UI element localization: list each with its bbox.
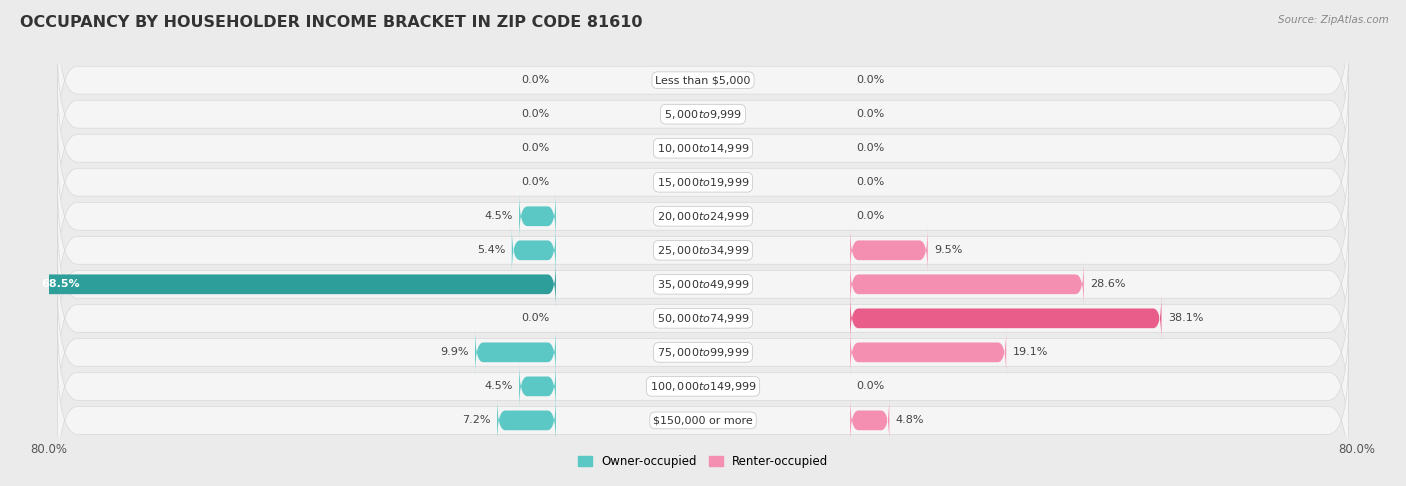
FancyBboxPatch shape bbox=[519, 192, 555, 241]
Text: 7.2%: 7.2% bbox=[463, 416, 491, 425]
FancyBboxPatch shape bbox=[58, 43, 1348, 185]
Text: Source: ZipAtlas.com: Source: ZipAtlas.com bbox=[1278, 15, 1389, 25]
Text: $15,000 to $19,999: $15,000 to $19,999 bbox=[657, 176, 749, 189]
Text: 4.5%: 4.5% bbox=[484, 211, 513, 221]
Text: $75,000 to $99,999: $75,000 to $99,999 bbox=[657, 346, 749, 359]
Text: 0.0%: 0.0% bbox=[856, 143, 884, 153]
Text: 0.0%: 0.0% bbox=[856, 109, 884, 119]
Text: 0.0%: 0.0% bbox=[856, 75, 884, 85]
FancyBboxPatch shape bbox=[851, 226, 928, 275]
Text: 38.1%: 38.1% bbox=[1168, 313, 1204, 323]
Text: 28.6%: 28.6% bbox=[1091, 279, 1126, 289]
FancyBboxPatch shape bbox=[851, 294, 1161, 343]
FancyBboxPatch shape bbox=[519, 362, 555, 411]
FancyBboxPatch shape bbox=[58, 213, 1348, 355]
Text: $25,000 to $34,999: $25,000 to $34,999 bbox=[657, 244, 749, 257]
Text: 0.0%: 0.0% bbox=[522, 177, 550, 187]
FancyBboxPatch shape bbox=[0, 260, 555, 309]
Text: 0.0%: 0.0% bbox=[856, 211, 884, 221]
Text: 19.1%: 19.1% bbox=[1012, 347, 1047, 357]
FancyBboxPatch shape bbox=[58, 179, 1348, 321]
Text: $5,000 to $9,999: $5,000 to $9,999 bbox=[664, 108, 742, 121]
Text: $35,000 to $49,999: $35,000 to $49,999 bbox=[657, 278, 749, 291]
Text: $20,000 to $24,999: $20,000 to $24,999 bbox=[657, 210, 749, 223]
Text: 0.0%: 0.0% bbox=[522, 75, 550, 85]
Text: 0.0%: 0.0% bbox=[522, 109, 550, 119]
Text: 0.0%: 0.0% bbox=[856, 177, 884, 187]
Legend: Owner-occupied, Renter-occupied: Owner-occupied, Renter-occupied bbox=[572, 450, 834, 473]
FancyBboxPatch shape bbox=[58, 145, 1348, 287]
Text: OCCUPANCY BY HOUSEHOLDER INCOME BRACKET IN ZIP CODE 81610: OCCUPANCY BY HOUSEHOLDER INCOME BRACKET … bbox=[20, 15, 643, 30]
FancyBboxPatch shape bbox=[851, 328, 1007, 377]
FancyBboxPatch shape bbox=[58, 247, 1348, 389]
FancyBboxPatch shape bbox=[58, 111, 1348, 253]
FancyBboxPatch shape bbox=[58, 9, 1348, 151]
FancyBboxPatch shape bbox=[512, 226, 555, 275]
FancyBboxPatch shape bbox=[475, 328, 555, 377]
FancyBboxPatch shape bbox=[58, 315, 1348, 457]
Text: 68.5%: 68.5% bbox=[41, 279, 80, 289]
Text: 9.5%: 9.5% bbox=[934, 245, 963, 255]
Text: 5.4%: 5.4% bbox=[477, 245, 505, 255]
Text: $10,000 to $14,999: $10,000 to $14,999 bbox=[657, 142, 749, 155]
Text: 0.0%: 0.0% bbox=[522, 313, 550, 323]
Text: 0.0%: 0.0% bbox=[522, 143, 550, 153]
Text: $100,000 to $149,999: $100,000 to $149,999 bbox=[650, 380, 756, 393]
FancyBboxPatch shape bbox=[851, 396, 890, 445]
FancyBboxPatch shape bbox=[498, 396, 555, 445]
FancyBboxPatch shape bbox=[58, 77, 1348, 219]
Text: Less than $5,000: Less than $5,000 bbox=[655, 75, 751, 85]
Text: 4.8%: 4.8% bbox=[896, 416, 924, 425]
Text: $150,000 or more: $150,000 or more bbox=[654, 416, 752, 425]
Text: 9.9%: 9.9% bbox=[440, 347, 468, 357]
Text: 4.5%: 4.5% bbox=[484, 382, 513, 391]
FancyBboxPatch shape bbox=[851, 260, 1084, 309]
FancyBboxPatch shape bbox=[58, 349, 1348, 486]
Text: $50,000 to $74,999: $50,000 to $74,999 bbox=[657, 312, 749, 325]
FancyBboxPatch shape bbox=[58, 281, 1348, 423]
Text: 0.0%: 0.0% bbox=[856, 382, 884, 391]
